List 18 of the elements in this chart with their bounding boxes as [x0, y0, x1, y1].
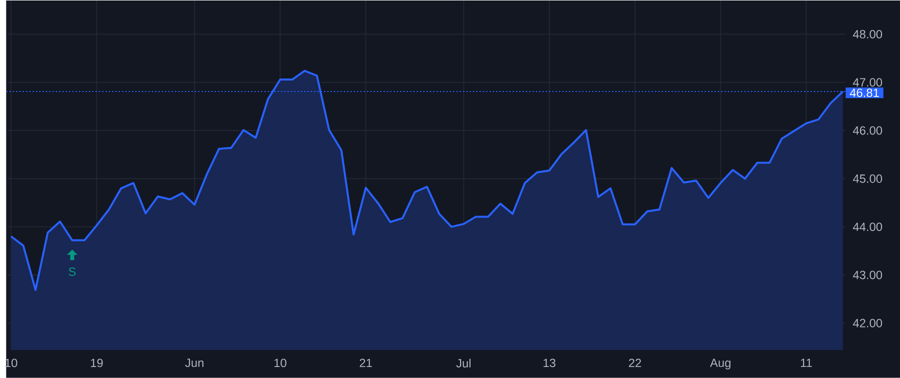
ref-line-label: 46.81 — [850, 88, 879, 98]
x-tick-label: 22 — [628, 358, 641, 368]
y-tick-label: 42.00 — [852, 318, 882, 328]
x-tick-label: 21 — [360, 358, 372, 368]
x-tick-label: 13 — [544, 358, 556, 368]
x-tick-label: 19 — [90, 358, 103, 368]
x-tick-label: Jul — [456, 358, 471, 368]
y-tick-label: 44.00 — [852, 222, 882, 232]
x-tick-label: Aug — [710, 358, 730, 370]
y-tick-label: 43.00 — [852, 270, 882, 280]
y-tick-label: 48.00 — [852, 30, 882, 38]
x-tick-label: 10 — [274, 358, 286, 368]
annotation: S — [68, 268, 76, 276]
x-tick-label: Jun — [185, 358, 204, 368]
y-tick-label: 45.00 — [852, 174, 882, 183]
x-tick-label: 11 — [800, 358, 812, 367]
y-tick-label: 47.00 — [852, 78, 882, 87]
y-tick-label: 46.00 — [852, 126, 882, 135]
